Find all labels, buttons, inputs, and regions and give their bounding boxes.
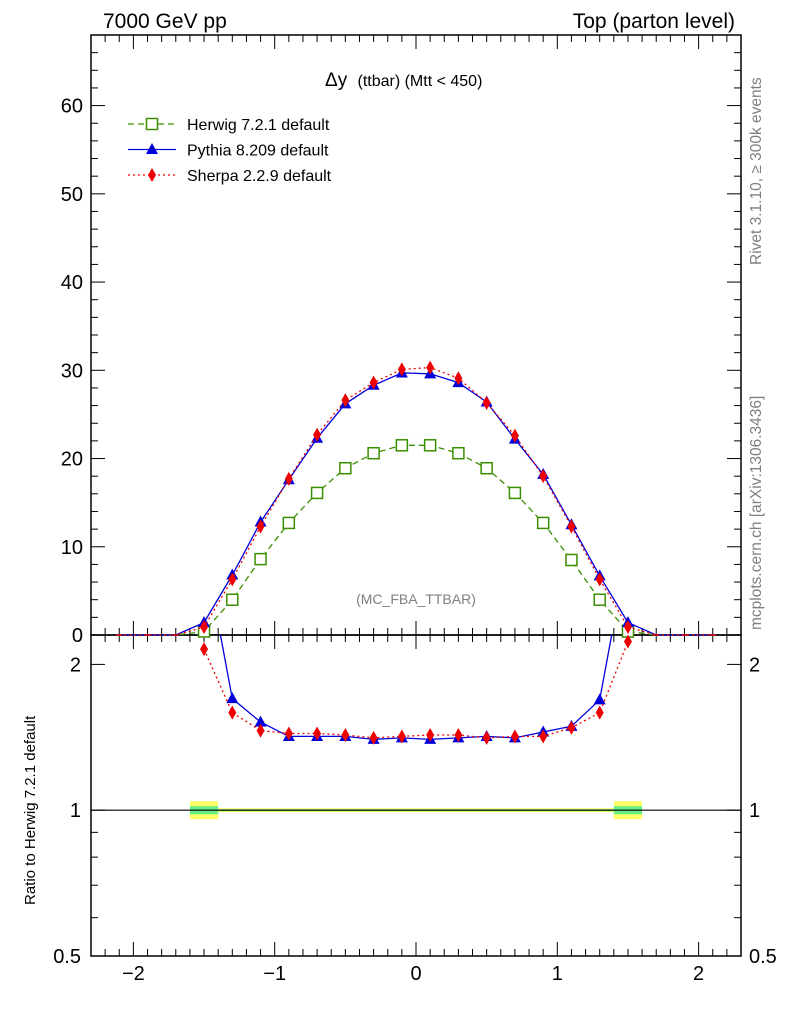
ratio-point-sherpa — [426, 727, 435, 742]
data-point-herwig — [367, 446, 380, 460]
data-point-sherpa — [313, 427, 322, 442]
ratio-point-sherpa — [369, 730, 378, 745]
data-point-sherpa — [595, 572, 604, 587]
ratio-y-tick-label: 2 — [749, 654, 760, 676]
ratio-point-sherpa — [256, 723, 265, 738]
legend: Herwig 7.2.1 default Pythia 8.209 default… — [128, 117, 332, 185]
ratio-point-sherpa — [397, 729, 406, 744]
main-y-tick-label: 0 — [72, 625, 83, 647]
data-point-sherpa — [567, 519, 576, 534]
data-point-sherpa — [397, 362, 406, 377]
ratio-point-sherpa — [313, 726, 322, 741]
legend-marker — [148, 168, 156, 182]
data-point-sherpa — [482, 395, 491, 410]
ratio-line-pythia — [219, 635, 613, 741]
ratio-point-sherpa — [595, 705, 604, 720]
ratio-point-sherpa — [341, 727, 350, 742]
data-point-herwig — [593, 593, 606, 606]
data-point-herwig — [254, 552, 267, 566]
ratio-x-tick-label: −1 — [263, 963, 286, 985]
plot-title: Δy (ttbar) (Mtt < 450) — [325, 70, 482, 91]
ratio-point-sherpa — [510, 729, 519, 744]
ratio-x-tick-label: 1 — [552, 963, 563, 985]
data-point-herwig — [423, 439, 437, 452]
ratio-uncertainty-band — [91, 801, 741, 820]
ratio-panel-frame — [90, 634, 742, 957]
ratio-x-tick-label: −2 — [122, 963, 145, 985]
mcplots-source-label: mcplots.cern.ch [arXiv:1306.3436] — [748, 396, 765, 630]
rivet-version-label: Rivet 3.1.10, ≥ 300k events — [748, 77, 765, 265]
main-series-group — [116, 360, 716, 638]
header-process-label: Top (parton level) — [573, 10, 735, 33]
legend-label: Herwig 7.2.1 default — [187, 117, 330, 134]
legend-marker — [146, 143, 158, 154]
header-energy-label: 7000 GeV pp — [103, 10, 227, 33]
data-point-sherpa — [623, 620, 632, 635]
data-point-herwig — [282, 516, 296, 530]
ratio-axis-ticks: −2 −1 0 1 2 0.5 0.5 1 1 2 2 — [53, 635, 777, 985]
data-point-herwig — [452, 446, 465, 460]
main-y-tick-label: 60 — [61, 96, 83, 118]
data-point-sherpa — [454, 371, 463, 386]
ratio-point-sherpa — [200, 642, 209, 657]
data-point-herwig — [226, 593, 239, 606]
main-y-tick-label: 50 — [61, 184, 83, 206]
series-line-pythia — [119, 372, 713, 636]
analysis-tag: (MC_FBA_TTBAR) — [356, 591, 476, 607]
main-axis-ticks: 0 10 20 30 40 50 60 — [61, 34, 742, 647]
ratio-y-tick-label: 1 — [70, 800, 81, 822]
ratio-point-sherpa — [284, 726, 293, 741]
main-y-tick-label: 20 — [61, 449, 83, 471]
plot-title-sub: (ttbar) (Mtt < 450) — [357, 73, 482, 90]
ratio-series-group — [200, 635, 632, 745]
ratio-point-sherpa — [228, 705, 237, 720]
ratio-point-sherpa — [623, 635, 632, 649]
legend-marker — [145, 117, 159, 131]
ratio-point-pythia — [593, 693, 606, 705]
data-point-herwig — [508, 486, 522, 500]
data-point-herwig — [536, 516, 550, 530]
data-point-sherpa — [256, 519, 265, 534]
legend-label: Pythia 8.209 default — [187, 143, 329, 160]
data-point-sherpa — [539, 469, 548, 484]
data-point-sherpa — [200, 620, 209, 635]
legend-label: Sherpa 2.2.9 default — [187, 168, 332, 185]
ratio-line-sherpa — [203, 641, 629, 739]
main-y-tick-label: 40 — [61, 272, 83, 294]
ratio-y-tick-label: 0.5 — [53, 946, 81, 968]
ratio-clipped-group — [200, 635, 632, 745]
ratio-x-tick-label: 2 — [693, 963, 704, 985]
ratio-point-pythia — [254, 715, 267, 727]
data-point-herwig — [480, 461, 493, 475]
ratio-point-sherpa — [567, 720, 576, 735]
data-point-herwig — [339, 461, 352, 475]
ratio-y-tick-label: 1 — [749, 800, 760, 822]
ratio-point-sherpa — [454, 727, 463, 742]
ratio-y-tick-label: 2 — [70, 654, 81, 676]
main-y-tick-label: 10 — [61, 537, 83, 559]
data-point-sherpa — [341, 393, 350, 408]
main-y-tick-label: 30 — [61, 360, 83, 382]
ratio-y-tick-label: 0.5 — [749, 946, 777, 968]
data-point-herwig — [310, 486, 324, 500]
ratio-point-sherpa — [539, 729, 548, 744]
ratio-y-axis-label: Ratio to Herwig 7.2.1 default — [22, 715, 39, 905]
data-point-sherpa — [284, 471, 293, 486]
ratio-point-pythia — [226, 692, 239, 704]
data-point-sherpa — [369, 375, 378, 390]
ratio-point-sherpa — [482, 730, 491, 745]
plot-title-main: Δy — [325, 70, 348, 91]
data-point-sherpa — [510, 428, 519, 443]
data-point-sherpa — [426, 360, 435, 375]
data-point-herwig — [395, 439, 409, 452]
data-point-herwig — [565, 553, 578, 567]
data-point-sherpa — [228, 572, 237, 587]
ratio-x-tick-label: 0 — [410, 963, 421, 985]
